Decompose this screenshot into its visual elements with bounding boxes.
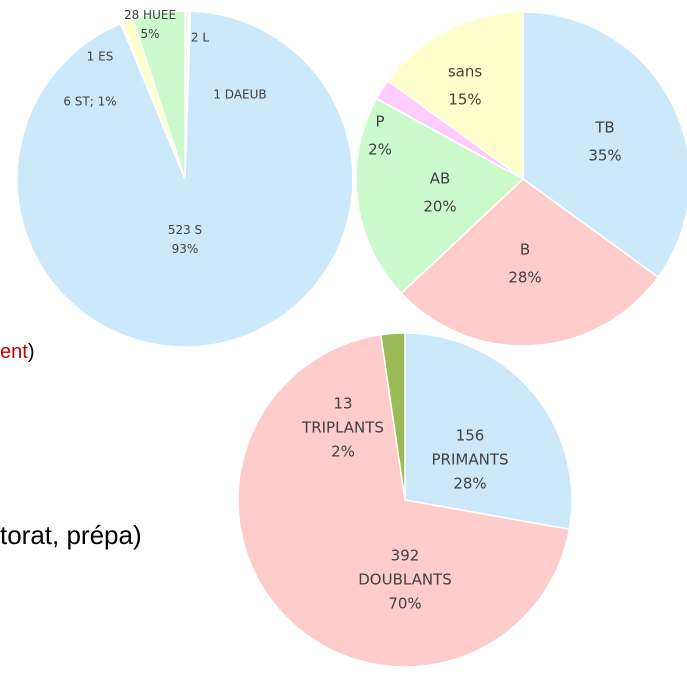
pie-slice [404,332,573,531]
slice-label: 13 [333,395,352,413]
paren: ) [28,341,35,363]
slice-label: 1 DAEUB [213,88,266,102]
slice-label: 2 L [191,31,209,45]
slice-label: 2% [331,443,355,461]
slice-label: 392 [391,547,420,565]
slice-label: 35% [588,147,621,165]
pie-slice [386,11,524,181]
pie-slice [355,97,525,295]
slice-label: 93% [172,242,199,256]
slice-label: DOUBLANTS [358,571,452,589]
pie-slice [400,178,660,347]
fragment-text: torat, prépa) [0,520,142,550]
slice-label: TRIPLANTS [301,419,384,437]
slice-label: sans [448,63,483,81]
slice-label: 1 ES [87,50,114,64]
slice-label: 6 ST; 1% [63,95,116,109]
slice-label: TB [594,119,614,137]
pie-slice [522,11,687,279]
fragment-text: ent) [0,341,34,363]
slice-label: PRIMANTS [432,451,509,469]
slice-label: AB [430,170,451,188]
slice-label: B [520,241,530,259]
pie-slice [237,333,571,668]
slice-label: 28 HUEE [124,8,176,22]
slice-label: 28% [508,269,541,287]
slice-label: 15% [448,91,481,109]
slice-label: 20% [423,198,456,216]
slice-label: 2% [368,141,392,159]
highlight: ent [0,341,28,363]
slice-label: 28% [453,475,486,493]
slice-label: 70% [388,595,421,613]
slice-label: 5% [140,27,159,41]
slice-label: P [375,113,384,131]
slice-label: 156 [456,427,485,445]
slice-label: 523 S [168,223,202,237]
pie-slice [132,10,186,180]
pie-slice [379,332,406,501]
